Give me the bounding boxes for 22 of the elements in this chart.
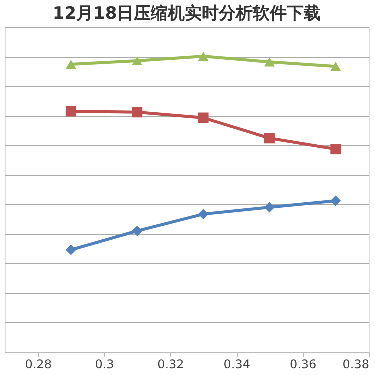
point bbox=[132, 56, 143, 66]
chart-title: 12月18日压缩机实时分析软件下载 bbox=[52, 4, 322, 24]
point bbox=[198, 52, 209, 62]
x-tick-label: 0.38 bbox=[342, 358, 370, 372]
point bbox=[198, 112, 209, 124]
x-tick-label: 0.36 bbox=[290, 358, 317, 372]
x-tick-label: 0.34 bbox=[224, 358, 250, 372]
point bbox=[264, 133, 275, 144]
point bbox=[264, 202, 275, 213]
point bbox=[66, 60, 76, 70]
point bbox=[330, 144, 342, 155]
x-tick-label: 0.3 bbox=[95, 358, 114, 372]
point bbox=[198, 209, 209, 220]
x-tick-label: 0.32 bbox=[158, 358, 184, 372]
point bbox=[66, 244, 76, 256]
point bbox=[330, 62, 342, 72]
point bbox=[330, 196, 342, 206]
x-tick-label: 0.28 bbox=[25, 358, 52, 372]
point bbox=[132, 226, 143, 236]
point bbox=[264, 58, 275, 67]
point bbox=[132, 107, 143, 118]
point bbox=[66, 106, 76, 117]
